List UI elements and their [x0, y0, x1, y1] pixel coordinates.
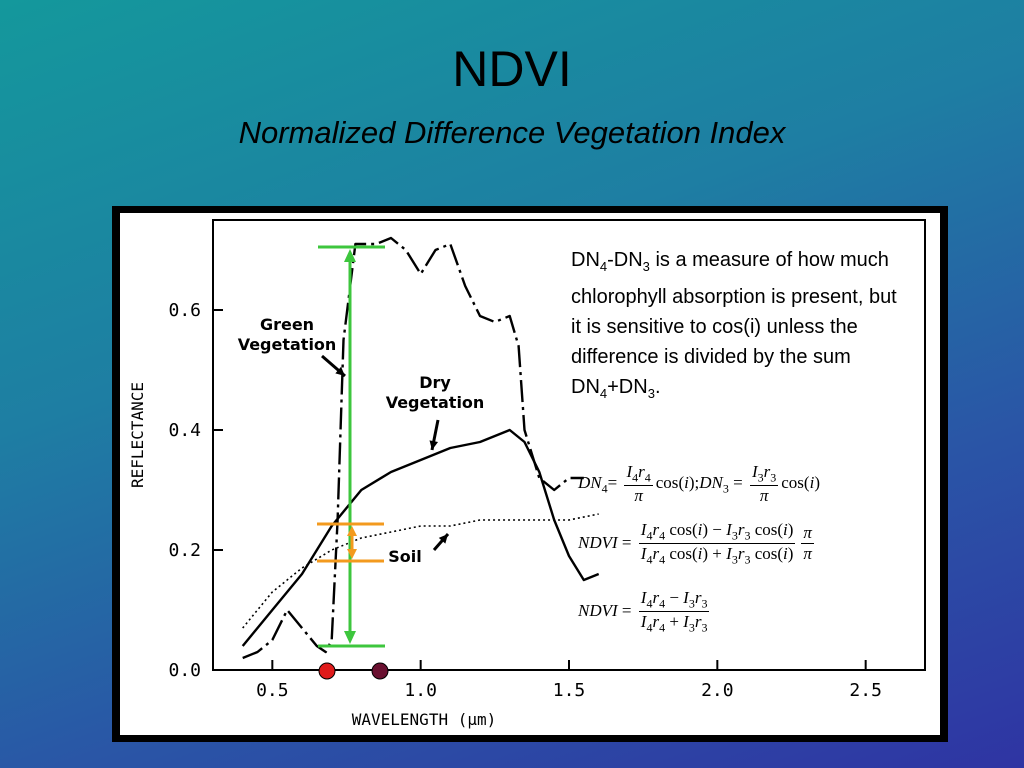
figure-panel: 0.5 1.0 1.5 2.0 2.5 0.0 0.2 0.4 0.6 WAVELENGTH (µ… [120, 213, 940, 735]
y-tick-label: 0.2 [168, 540, 201, 561]
orange-arrow-up [347, 526, 357, 536]
y-tick-label: 0.0 [168, 660, 201, 681]
x-axis-label: WAVELENGTH (µm) [352, 710, 497, 729]
slide-subtitle: Normalized Difference Vegetation Index [238, 115, 786, 150]
red-band-dot [318, 662, 336, 680]
series-dry-vegetation [241, 428, 600, 647]
green-vegetation-label: Green [260, 315, 314, 334]
equation-ndvi-cos: NDVI = I4r4 cos(i) − I3r3 cos(i) I4r4 cos… [578, 520, 814, 567]
soil-arrow-head [438, 534, 448, 544]
x-tick-label: 1.0 [404, 680, 437, 701]
nir-band-dot [371, 662, 389, 680]
explanation-text: DN4-DN3 is a measure of how much chlorop… [571, 249, 897, 401]
x-tick-label: 2.0 [701, 680, 734, 701]
dry-vegetation-arrow-head [429, 440, 439, 450]
orange-arrow-down [347, 549, 357, 559]
series-green-vegetation [242, 236, 584, 660]
dry-vegetation-label: Vegetation [386, 393, 485, 412]
x-tick-label: 1.5 [553, 680, 586, 701]
equation-ndvi: NDVI = I4r4 − I3r3 I4r4 + I3r3 [578, 588, 710, 635]
y-axis-label: REFLECTANCE [128, 382, 147, 488]
y-tick-label: 0.6 [168, 300, 201, 321]
x-tick-label: 0.5 [256, 680, 289, 701]
y-tick-label: 0.4 [168, 420, 201, 441]
reflectance-chart: 0.5 1.0 1.5 2.0 2.5 0.0 0.2 0.4 0.6 WAVELENGTH (µ… [128, 219, 926, 729]
green-arrow-up [344, 249, 356, 262]
soil-label: Soil [388, 547, 421, 566]
x-tick-label: 2.5 [849, 680, 882, 701]
equation-dn: DN4= I4r4 π cos(i);DN3 = I3r3 π cos(i) [578, 462, 820, 506]
series-soil [242, 513, 599, 629]
green-vegetation-label: Vegetation [238, 335, 337, 354]
slide-title: NDVI [452, 41, 572, 97]
dry-vegetation-label: Dry [419, 373, 451, 392]
green-arrow-down [344, 631, 356, 644]
green-vegetation-arrow-head [335, 366, 345, 376]
